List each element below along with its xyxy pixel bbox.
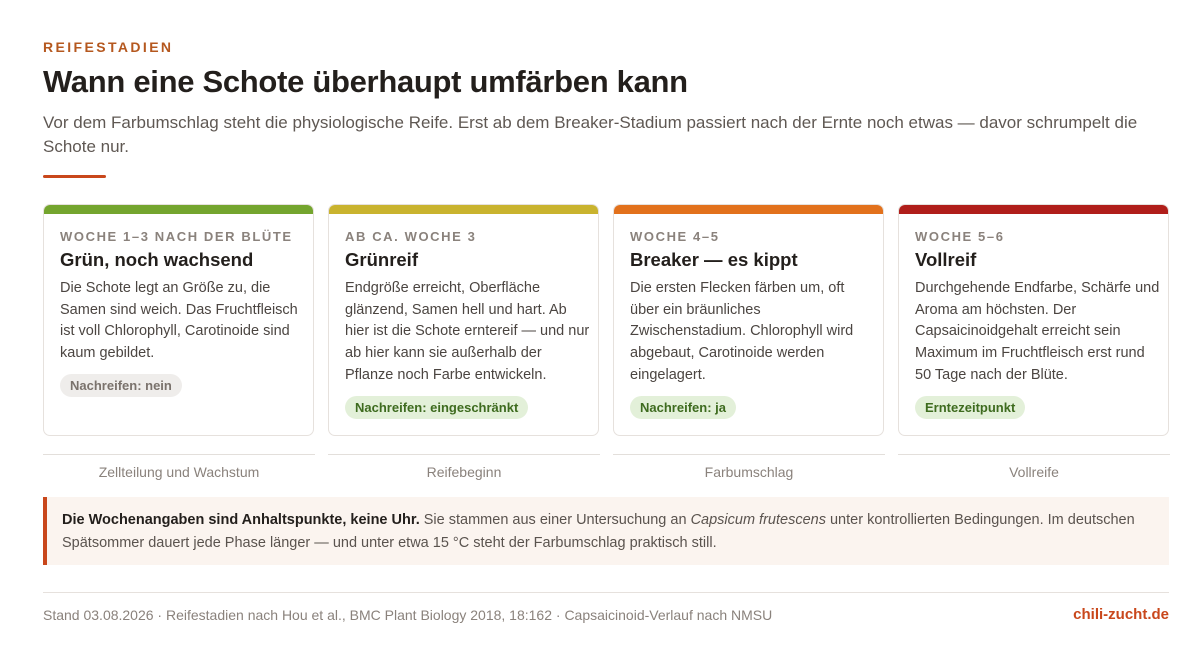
phase-label: Vollreife: [898, 454, 1170, 480]
stage-description: Endgröße erreicht, Oberfläche glänzend, …: [345, 280, 590, 383]
stage-card-3: WOCHE 4–5 Breaker — es kippt Die ersten …: [613, 204, 884, 436]
page: REIFESTADIEN Wann eine Schote überhaupt …: [43, 0, 1170, 655]
stage-title: Vollreif: [915, 249, 977, 270]
note-species: Capsicum frutescens: [690, 512, 826, 528]
stage-card-4: WOCHE 5–6 Vollreif Durchgehende Endfarbe…: [898, 204, 1169, 436]
brand-link[interactable]: chili-zucht.de: [1073, 606, 1169, 623]
phase-label: Reifebeginn: [328, 454, 600, 480]
lead-paragraph: Vor dem Farbumschlag steht die physiolog…: [43, 113, 1138, 156]
stage-week: WOCHE 4–5: [630, 229, 720, 244]
stage-title: Grün, noch wachsend: [60, 249, 254, 270]
stage-week: AB CA. WOCHE 3: [345, 229, 477, 244]
stage-card-2: AB CA. WOCHE 3 Grünreif Endgröße erreich…: [328, 204, 599, 436]
stage-description: Die Schote legt an Größe zu, die Samen s…: [60, 280, 298, 362]
footer-source: Stand 03.08.2026 · Reifestadien nach Hou…: [43, 607, 773, 623]
stage-week: WOCHE 1–3 NACH DER BLÜTE: [60, 229, 293, 244]
harvest-badge: Erntezeitpunkt: [915, 396, 1026, 419]
footer-divider: [43, 592, 1169, 593]
stage-cards: WOCHE 1–3 NACH DER BLÜTE Grün, noch wach…: [43, 204, 1169, 436]
phase-labels: Zellteilung und Wachstum Reifebeginn Far…: [43, 454, 1170, 484]
note-bold: Die Wochenangaben sind Anhaltspunkte, ke…: [62, 512, 420, 528]
ripening-badge: Nachreifen: ja: [630, 396, 736, 419]
info-note: Die Wochenangaben sind Anhaltspunkte, ke…: [43, 497, 1169, 565]
stage-color-bar: [899, 205, 1168, 214]
stage-color-bar: [329, 205, 598, 214]
stage-description: Durchgehende Endfarbe, Schärfe und Aroma…: [915, 280, 1160, 383]
stage-color-bar: [44, 205, 313, 214]
ripening-badge: Nachreifen: eingeschränkt: [345, 396, 529, 419]
ripening-badge: Nachreifen: nein: [60, 374, 182, 397]
stage-card-1: WOCHE 1–3 NACH DER BLÜTE Grün, noch wach…: [43, 204, 314, 436]
stage-color-bar: [614, 205, 883, 214]
accent-divider: [43, 175, 106, 178]
stage-title: Breaker — es kippt: [630, 249, 798, 270]
phase-label: Zellteilung und Wachstum: [43, 454, 315, 480]
note-text-1: Sie stammen aus einer Untersuchung an: [423, 512, 687, 528]
stage-description: Die ersten Flecken färben um, oft über e…: [630, 280, 854, 383]
stage-week: WOCHE 5–6: [915, 229, 1005, 244]
phase-label: Farbumschlag: [613, 454, 885, 480]
page-title: Wann eine Schote überhaupt umfärben kann: [43, 64, 688, 99]
section-eyebrow: REIFESTADIEN: [43, 39, 174, 55]
stage-title: Grünreif: [345, 249, 418, 270]
note-text-2: unter kontrollierten Bedingungen. Im deu…: [62, 512, 1135, 551]
